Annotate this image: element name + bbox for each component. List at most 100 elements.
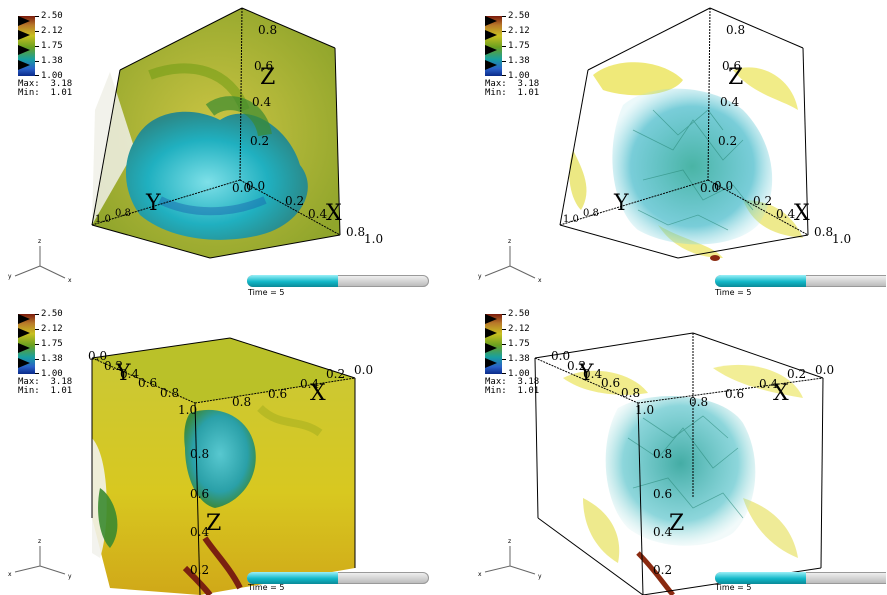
time-slider[interactable] <box>247 275 429 287</box>
tick-label: 0.4 <box>190 525 209 539</box>
tick-label: 0.0 <box>714 179 733 193</box>
time-label: Time = 5 <box>248 288 285 297</box>
tick-label: 0.8 <box>726 23 745 37</box>
colorbar-tick: 2.12 <box>41 26 63 36</box>
tick-label: 0.6 <box>601 376 620 390</box>
time-slider[interactable] <box>247 572 429 584</box>
triad-label-x: x <box>538 277 542 284</box>
volume-render-scene: 0.0 0.2 0.4 0.6 0.8 1.0 0.8 0.6 0.4 0.2 … <box>8 337 373 595</box>
volume-render-scene: 0.8 0.6 0.4 0.2 0.0 0.0 0.2 0.4 0.8 1.0 … <box>478 7 851 284</box>
tick-label: 0.0 <box>354 363 373 377</box>
colorbar-tick: 2.12 <box>508 26 530 36</box>
tick-label: 1.0 <box>178 403 197 417</box>
turbulent-core-cyan <box>184 409 256 508</box>
colorbar-marker-icon <box>485 45 497 55</box>
time-progress-fill <box>247 275 338 287</box>
tick-label: 0.8 <box>346 225 365 239</box>
colorbar-marker-icon <box>485 30 497 40</box>
time-progress-fill <box>247 572 338 584</box>
axis-label-y: Y <box>145 191 161 216</box>
tick-label: 0.2 <box>285 194 304 208</box>
triad-label-z: z <box>508 538 511 545</box>
tick-label: 0.0 <box>232 181 251 195</box>
tick-label: 0.2 <box>567 359 586 373</box>
tick-label: 0.4 <box>759 377 778 391</box>
triad-label-x: x <box>8 571 12 578</box>
triad-label-z: z <box>508 238 511 245</box>
axis-label-z: Z <box>206 511 221 536</box>
axis-label-y: Y <box>578 361 594 386</box>
min-value: Min: 1.01 <box>485 88 540 98</box>
colorbar-tick: 1.75 <box>41 41 63 51</box>
tick-label: 0.6 <box>725 387 744 401</box>
tick-label: 0.0 <box>815 363 834 377</box>
tick-label: 0.8 <box>621 386 640 400</box>
triad-label-y: y <box>478 273 482 280</box>
orientation-triad: z x y <box>478 238 542 284</box>
max-value: Max: 3.18 <box>485 377 540 387</box>
colorbar-legend: 2.50 2.12 1.75 1.38 1.00 Max: 3.18 Min: … <box>485 310 565 404</box>
tick-label: 0.4 <box>653 525 672 539</box>
viz-panel-bottom-left: 0.0 0.2 0.4 0.6 0.8 1.0 0.8 0.6 0.4 0.2 … <box>0 298 443 595</box>
tick-label: 0.2 <box>787 367 806 381</box>
tick-label: 0.2 <box>753 194 772 208</box>
time-slider[interactable] <box>715 572 886 584</box>
orientation-triad: z x y <box>8 238 72 284</box>
colorbar-tick: 1.38 <box>41 56 63 66</box>
tick-label: 1.0 <box>635 403 654 417</box>
colorbar-tick: 2.50 <box>508 309 530 319</box>
colorbar-marker-icon <box>18 30 30 40</box>
tick-label: 0.8 <box>814 225 833 239</box>
colorbar-tick: 2.12 <box>508 324 530 334</box>
colorbar-marker-icon <box>18 328 30 338</box>
triad-label-z: z <box>38 238 41 245</box>
colorbar-marker-icon <box>485 343 497 353</box>
axis-label-z: Z <box>260 65 275 90</box>
tick-label: 0.6 <box>254 59 273 73</box>
tick-label: 0.6 <box>268 387 287 401</box>
tick-label: 0.2 <box>250 134 269 148</box>
tick-label: 0.6 <box>653 487 672 501</box>
axis-label-x: X <box>794 201 810 226</box>
orientation-triad: z x y <box>8 538 72 580</box>
tick-label: 0.8 <box>258 23 277 37</box>
colorbar-tick: 1.38 <box>41 354 63 364</box>
colorbar-marker-icon <box>485 314 497 324</box>
colorbar-marker-icon <box>485 60 497 70</box>
tick-label: 0.0 <box>88 349 107 363</box>
tick-label: 1.0 <box>563 214 579 225</box>
axis-label-z: Z <box>728 65 743 90</box>
time-slider[interactable] <box>715 275 886 287</box>
colorbar-legend: 2.50 2.12 1.75 1.38 1.00 Max: 3.18 Min: … <box>18 12 98 106</box>
tick-label: 0.8 <box>190 447 209 461</box>
max-value: Max: 3.18 <box>18 79 73 89</box>
triad-label-z: z <box>38 538 41 545</box>
tick-label: 0.4 <box>776 207 795 221</box>
tick-label: 0.8 <box>689 395 708 409</box>
max-value: Max: 3.18 <box>485 79 540 89</box>
colorbar-marker-icon <box>18 60 30 70</box>
tick-label: 0.6 <box>722 59 741 73</box>
tick-label: 1.0 <box>95 214 111 225</box>
time-label: Time = 5 <box>715 583 752 592</box>
tick-label: 0.8 <box>115 208 131 219</box>
axis-label-y: Y <box>613 191 629 216</box>
axis-label-x: X <box>310 381 326 406</box>
colorbar-tick: 1.00 <box>508 71 530 81</box>
colorbar-tick: 1.00 <box>41 369 63 379</box>
tick-label: 1.0 <box>832 232 851 246</box>
tick-label: 0.2 <box>718 134 737 148</box>
triad-label-x: x <box>68 277 72 284</box>
colorbar-marker-icon <box>18 343 30 353</box>
colorbar-marker-icon <box>18 16 30 26</box>
tick-label: 0.2 <box>653 563 672 577</box>
tick-label: 0.8 <box>583 208 599 219</box>
axis-label-z: Z <box>669 511 684 536</box>
colorbar-tick: 1.38 <box>508 56 530 66</box>
colorbar-tick: 2.50 <box>508 11 530 21</box>
colorbar-tick: 1.75 <box>508 339 530 349</box>
colorbar-tick: 1.75 <box>508 41 530 51</box>
time-label: Time = 5 <box>248 583 285 592</box>
tick-label: 0.4 <box>300 377 319 391</box>
tick-label: 0.8 <box>232 395 251 409</box>
